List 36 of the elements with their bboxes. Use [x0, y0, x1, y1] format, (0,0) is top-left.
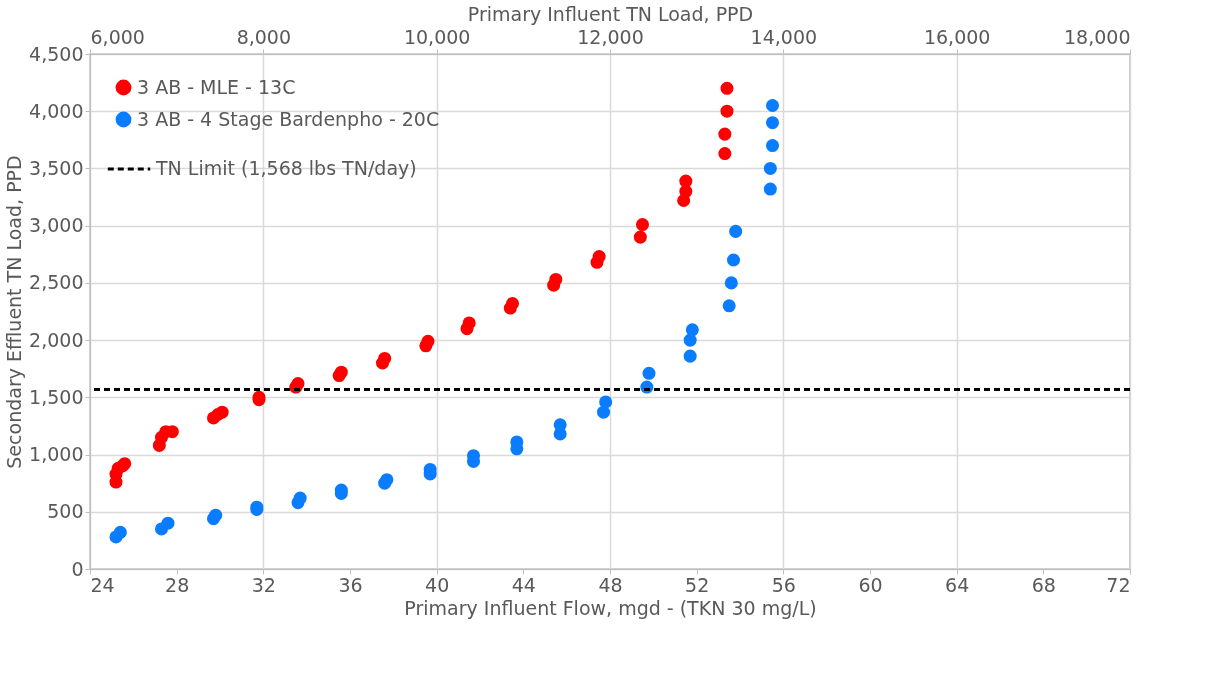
x-tick-label: 32	[251, 573, 276, 596]
y-tick-label: 4,000	[29, 99, 84, 122]
y-tick-label: 3,000	[29, 214, 84, 237]
x-tick-label: 28	[165, 573, 190, 596]
x-tick-label: 24	[90, 573, 115, 596]
y-tick-label: 4,500	[29, 42, 84, 65]
x2-tick-label: 6,000	[90, 25, 145, 48]
legend-label: TN Limit (1,568 lbs TN/day)	[155, 157, 417, 179]
y-tick-label: 1,500	[29, 385, 84, 408]
x-tick-label: 44	[511, 573, 536, 596]
x-tick-label: 64	[945, 573, 970, 596]
x-axis-title: Primary Influent Flow, mgd - (TKN 30 mg/L)	[404, 596, 817, 619]
x-tick-label: 68	[1031, 573, 1056, 596]
x2-tick-label: 18,000	[1064, 25, 1131, 48]
y-tick-label: 2,000	[29, 328, 84, 351]
x2-axis-title: Primary Influent TN Load, PPD	[467, 2, 754, 25]
x-tick-label: 52	[685, 573, 710, 596]
x-tick-label: 56	[771, 573, 796, 596]
y-tick-label: 2,500	[29, 271, 84, 294]
x2-tick-label: 10,000	[403, 25, 471, 48]
y-tick-label: 0	[71, 557, 84, 580]
x2-tick-label: 14,000	[750, 25, 818, 48]
legend-label: 3 AB - 4 Stage Bardenpho - 20C	[137, 107, 440, 130]
x-tick-label: 48	[598, 573, 623, 596]
x2-tick-label: 12,000	[577, 25, 644, 48]
x-tick-label: 40	[425, 573, 450, 596]
legend-label: 3 AB - MLE - 13C	[137, 75, 296, 98]
x2-tick-label: 16,000	[923, 25, 991, 48]
y-tick-label: 3,500	[29, 156, 84, 179]
x-tick-label: 72	[1106, 573, 1131, 596]
y-axis-title: Secondary Effluent TN Load, PPD	[3, 155, 26, 469]
x-tick-label: 36	[338, 573, 363, 596]
y-tick-label: 1,000	[29, 443, 84, 466]
x2-tick-label: 8,000	[236, 25, 292, 48]
y-tick-label: 500	[47, 500, 84, 523]
x-tick-label: 60	[858, 573, 883, 596]
